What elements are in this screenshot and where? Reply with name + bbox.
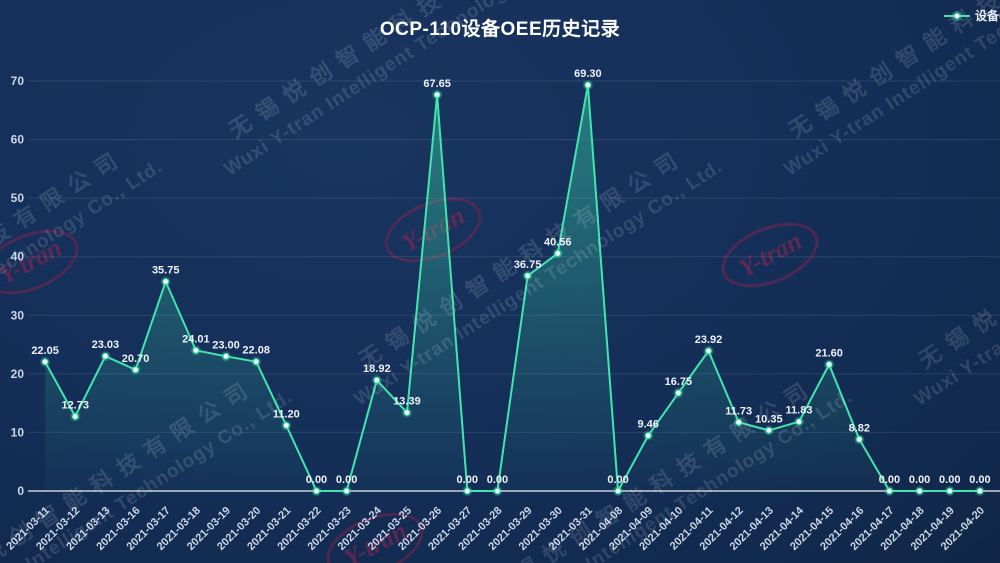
data-label: 22.05 [31,345,59,357]
data-label: 23.03 [92,339,120,351]
y-axis-tick-label: 50 [11,191,25,205]
data-point[interactable] [283,422,290,429]
data-point[interactable] [71,413,79,420]
data-label: 11.73 [725,405,752,417]
data-point[interactable] [886,487,893,495]
y-axis-tick-label: 30 [11,308,25,322]
legend-item-oee[interactable]: 设备OEE [944,7,1000,24]
data-label: 21.60 [815,347,843,359]
data-point[interactable] [976,487,984,495]
data-point[interactable] [675,389,682,397]
y-axis-tick-label: 70 [11,74,25,88]
data-label: 8.82 [849,422,870,434]
data-label: 18.92 [363,363,391,375]
data-point[interactable] [343,487,350,495]
data-label: 0.00 [879,474,900,486]
data-label: 11.83 [786,405,813,417]
data-label: 12.73 [61,399,89,411]
data-point[interactable] [825,361,833,368]
data-point[interactable] [795,418,803,426]
data-label: 36.75 [514,259,542,271]
data-label: 23.92 [695,334,723,346]
y-axis-tick-label: 40 [11,250,25,264]
data-label: 24.01 [182,333,210,345]
data-label: 0.00 [487,474,508,486]
data-point[interactable] [222,352,230,360]
data-point[interactable] [433,91,441,99]
data-point[interactable] [946,487,954,495]
data-point[interactable] [554,250,562,257]
data-label: 16.75 [665,376,693,388]
data-point[interactable] [132,366,139,374]
chart-title: OCP-110设备OEE历史记录 [379,19,621,40]
data-point[interactable] [373,376,381,384]
data-point[interactable] [403,409,411,416]
data-label: 69.30 [574,68,602,80]
data-point[interactable] [765,427,773,434]
data-label: 11.20 [273,408,300,420]
legend-label: 设备OEE [975,9,1000,23]
data-label: 40.56 [544,236,572,248]
data-point[interactable] [855,436,863,443]
data-label: 20.70 [122,353,150,365]
y-axis-tick-label: 20 [11,367,25,381]
data-label: 0.00 [607,474,628,486]
data-point[interactable] [252,358,260,365]
data-point[interactable] [463,487,471,495]
data-label: 9.46 [637,419,658,431]
data-point[interactable] [524,272,531,280]
data-point[interactable] [162,278,170,285]
data-point[interactable] [705,347,712,355]
series-area-oee [45,85,980,491]
data-point[interactable] [494,487,501,495]
data-point[interactable] [192,347,200,354]
y-axis-tick-label: 10 [11,425,25,439]
data-point[interactable] [614,487,622,495]
y-axis-tick-label: 60 [11,133,25,147]
series-line-oee [44,84,980,492]
data-label: 0.00 [336,474,357,486]
data-label: 0.00 [909,474,930,486]
data-point[interactable] [584,81,592,89]
y-axis-tick-label: 0 [17,484,24,498]
data-label: 22.08 [242,345,270,357]
data-label: 23.00 [212,339,240,351]
data-label: 67.65 [423,78,451,90]
data-label: 0.00 [457,474,478,486]
legend-line-icon [944,10,970,21]
data-label: 13.39 [393,396,421,408]
data-point[interactable] [735,418,742,426]
data-label: 0.00 [969,474,990,486]
data-point[interactable] [313,487,320,495]
data-point[interactable] [644,432,652,439]
data-label: 0.00 [306,474,327,486]
data-point[interactable] [102,352,109,360]
data-point[interactable] [916,487,923,495]
data-label: 10.35 [755,413,783,425]
data-label: 35.75 [152,265,180,277]
data-label: 0.00 [939,474,960,486]
data-point[interactable] [41,358,49,366]
